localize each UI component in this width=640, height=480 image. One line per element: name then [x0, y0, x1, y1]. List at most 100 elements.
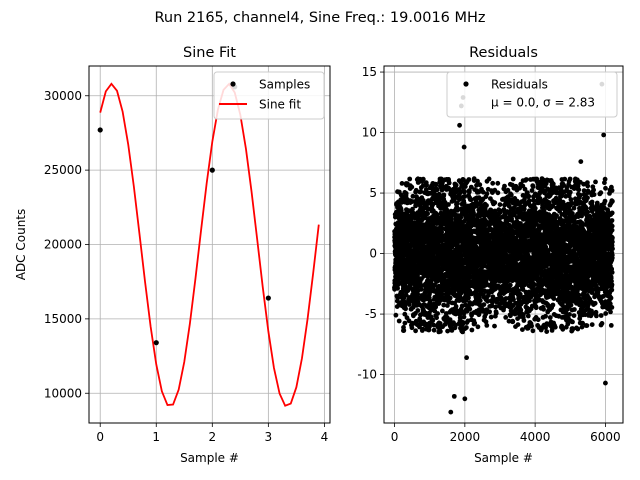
legend-samples-label: Samples	[259, 78, 310, 92]
residual-point	[436, 191, 442, 197]
residual-point	[495, 180, 501, 186]
residual-point	[510, 319, 516, 325]
residual-point	[544, 329, 550, 334]
residual-point	[472, 320, 478, 326]
residual-point	[407, 284, 413, 289]
left-xlabel: Sample #	[180, 451, 239, 465]
residual-point	[477, 182, 483, 188]
residual-point	[403, 306, 408, 312]
residual-point	[441, 302, 447, 308]
residual-point	[418, 189, 424, 195]
residuals-title: Residuals	[469, 45, 538, 61]
x-tick-label: 3	[265, 430, 273, 444]
sine-fit-line	[99, 82, 320, 407]
right-plot-area	[392, 81, 615, 415]
legend-sine-fit-label: Sine fit	[259, 98, 301, 112]
residual-point	[466, 295, 471, 301]
residual-point	[441, 192, 447, 198]
residual-point	[409, 325, 415, 331]
residual-point	[546, 200, 552, 205]
residual-point	[420, 176, 426, 182]
residual-point	[493, 310, 499, 316]
residual-point	[434, 187, 440, 193]
residual-point	[526, 198, 532, 204]
residual-point	[424, 182, 429, 188]
left-plot-area	[97, 82, 320, 407]
residual-point	[401, 328, 407, 333]
residual-point	[396, 318, 402, 324]
residual-point	[469, 327, 475, 333]
residual-point	[453, 182, 459, 188]
residual-point	[415, 308, 421, 313]
residual-point	[428, 289, 434, 294]
residual-point	[413, 187, 419, 193]
residual-point	[431, 322, 437, 328]
residual-point	[488, 314, 494, 320]
residual-point	[453, 304, 459, 309]
residual-point	[402, 311, 408, 317]
residual-point	[447, 295, 453, 301]
residual-point	[525, 313, 531, 319]
residual-point	[435, 311, 440, 316]
left-legend: Samples Sine fit	[213, 71, 325, 120]
residual-point	[530, 184, 536, 190]
y-tick-label: 20000	[44, 238, 82, 252]
residual-point	[486, 176, 492, 182]
residual-point	[475, 324, 481, 330]
residual-point	[487, 309, 492, 315]
residual-point	[438, 329, 443, 334]
left-ylabel: ADC Counts	[14, 209, 28, 281]
y-tick-label: 10000	[44, 386, 82, 400]
residual-point	[510, 176, 516, 182]
x-tick-label: 2	[208, 430, 216, 444]
residual-point	[464, 325, 469, 330]
residual-point	[484, 323, 490, 328]
residual-point	[434, 315, 439, 321]
x-tick-label: 0	[96, 430, 104, 444]
sample-point	[97, 127, 103, 133]
residual-point	[502, 183, 507, 189]
residual-point	[562, 176, 568, 182]
left-gridlines	[89, 66, 330, 423]
y-tick-label: 30000	[44, 89, 82, 103]
residual-point	[484, 203, 489, 208]
y-tick-label: 25000	[44, 163, 82, 177]
residual-point	[508, 192, 514, 198]
residual-point	[515, 322, 521, 327]
residual-point	[425, 211, 430, 217]
residual-point	[497, 202, 503, 208]
residual-point	[462, 189, 467, 194]
residual-point	[395, 285, 400, 291]
residual-point	[484, 191, 490, 197]
y-tick-label: 15000	[44, 312, 82, 326]
residual-point	[467, 306, 473, 312]
residual-point	[420, 326, 426, 332]
residual-point	[541, 306, 546, 312]
residual-point	[533, 305, 539, 311]
residual-point	[439, 291, 445, 297]
residual-point	[521, 318, 527, 323]
figure-suptitle: Run 2165, channel4, Sine Freq.: 19.0016 …	[154, 10, 485, 26]
residual-point	[393, 312, 399, 318]
residual-point	[530, 328, 536, 334]
residual-point	[532, 205, 538, 211]
residual-point	[495, 190, 501, 196]
residual-point	[409, 184, 415, 190]
residual-point	[398, 208, 404, 213]
sample-point	[209, 167, 215, 173]
residual-point	[403, 191, 409, 196]
residual-point	[507, 282, 513, 288]
residual-point	[492, 323, 497, 329]
sine-fit-title: Sine Fit	[183, 45, 236, 61]
residual-point	[526, 193, 532, 199]
residual-point	[535, 317, 541, 323]
sample-point	[153, 340, 159, 346]
residual-point	[543, 313, 548, 319]
residual-point	[427, 324, 432, 329]
residual-point	[503, 315, 509, 320]
residual-point	[550, 302, 556, 308]
residual-point	[440, 308, 445, 314]
residual-point	[490, 180, 496, 186]
